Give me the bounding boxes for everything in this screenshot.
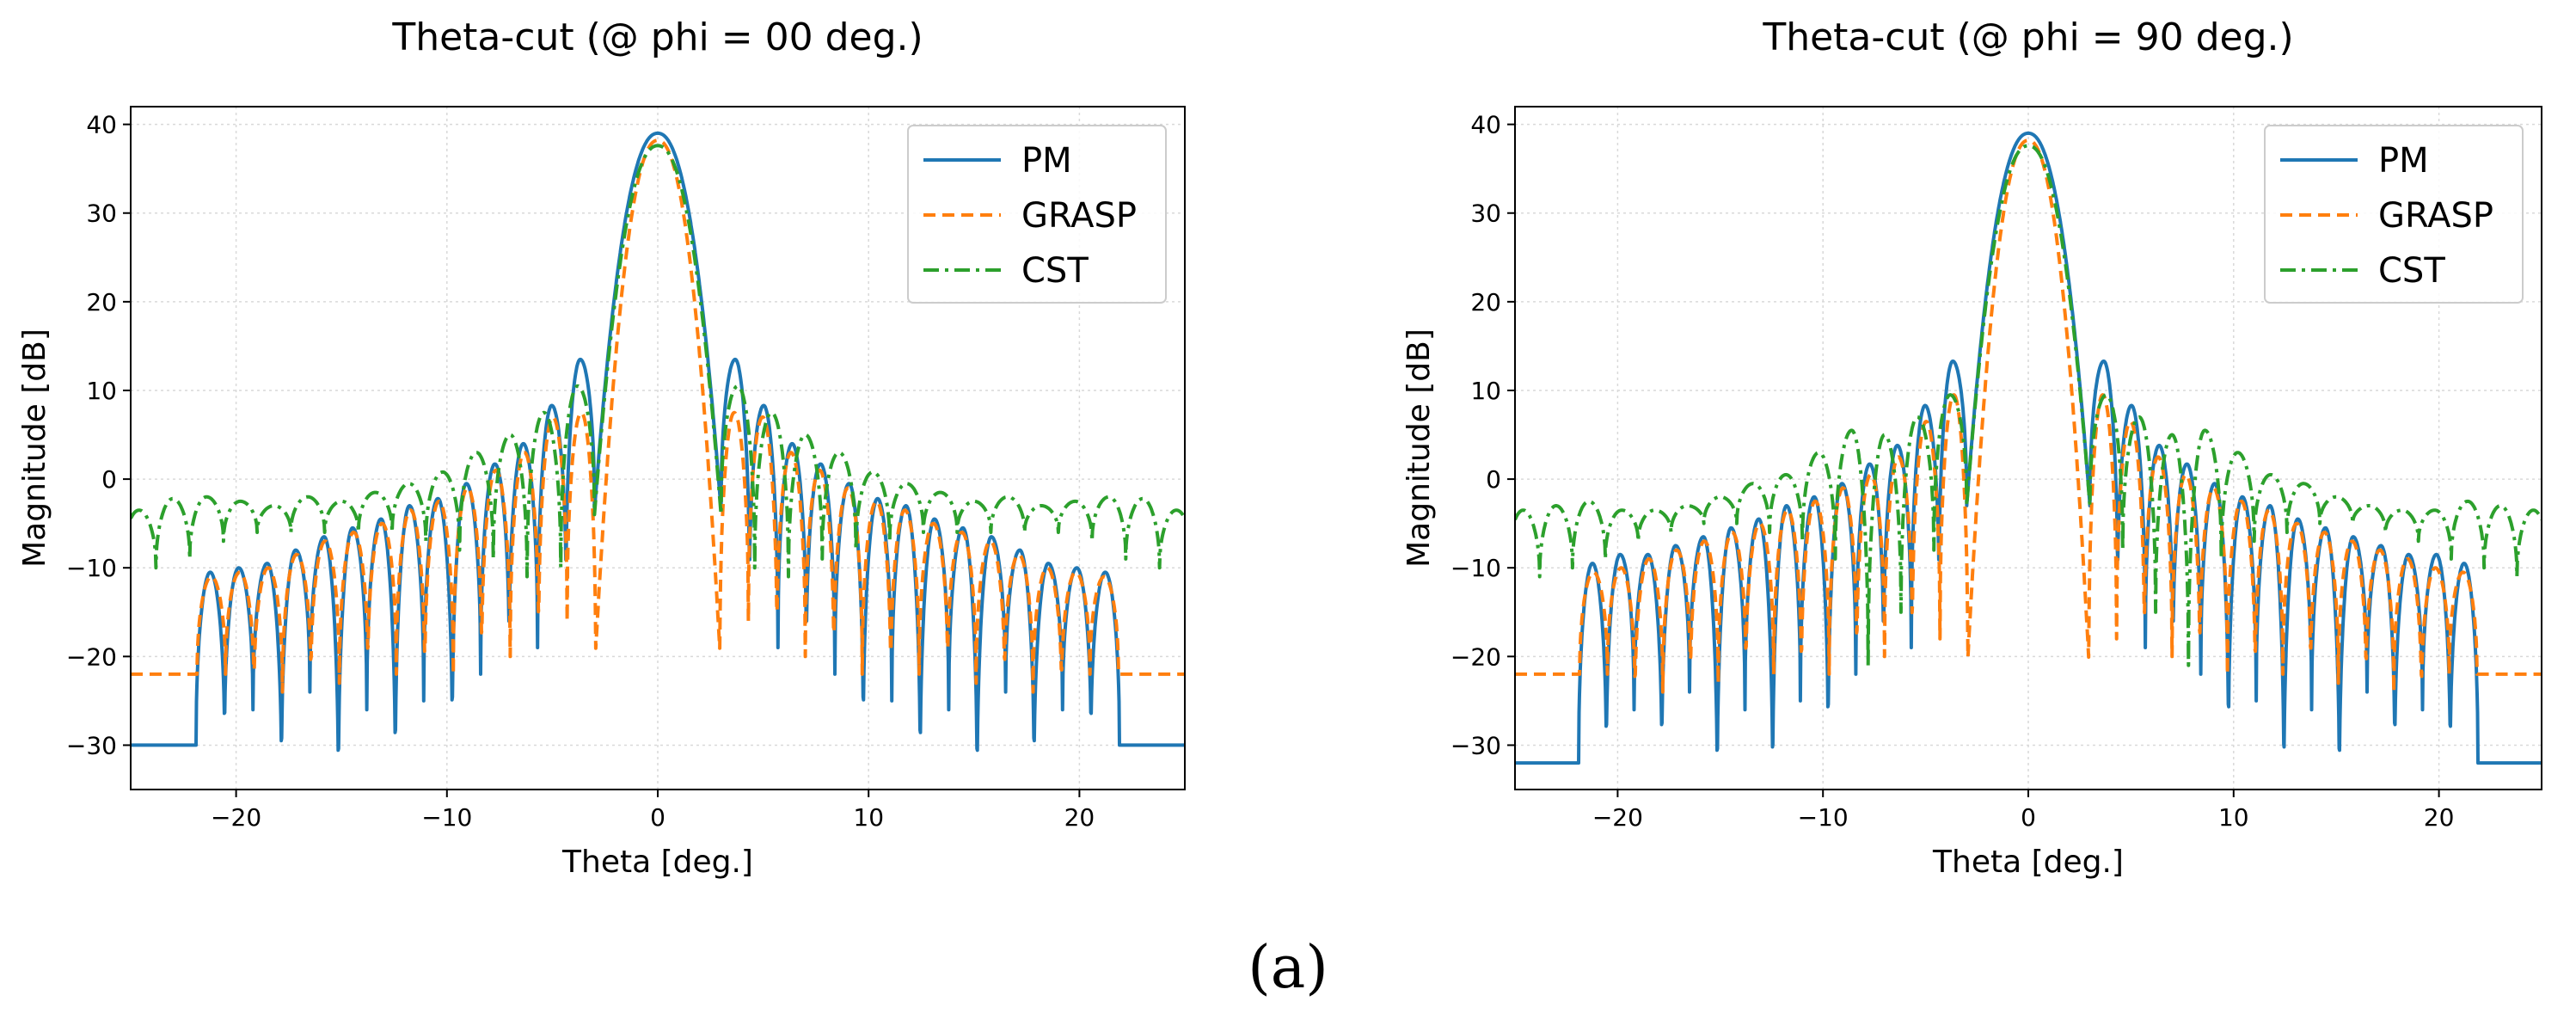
legend-label-grasp: GRASP — [2378, 196, 2493, 236]
x-tick-label: 0 — [650, 803, 665, 832]
x-tick-label: −20 — [1592, 803, 1643, 832]
chart-title: Theta-cut (@ phi = 90 deg.) — [1762, 15, 2293, 59]
legend-label-grasp: GRASP — [1021, 196, 1137, 236]
legend-label-cst: CST — [1021, 251, 1089, 291]
x-tick-label: 10 — [2218, 803, 2249, 832]
x-tick-label: −10 — [1798, 803, 1849, 832]
x-axis-label: Theta [deg.] — [1932, 845, 2124, 880]
right-chart-panel: Theta-cut (@ phi = 90 deg.) −20 −10 0 10 20 −3… — [1401, 15, 2542, 880]
x-tick-label: 20 — [2424, 803, 2455, 832]
series-line-grasp — [1515, 138, 2542, 694]
legend: PM GRASP CST — [2264, 125, 2524, 304]
x-tick-label: 0 — [2021, 803, 2036, 832]
y-tick-label: −20 — [1451, 642, 1501, 671]
y-tick-label: 40 — [86, 111, 117, 139]
legend-label-pm: PM — [2378, 141, 2429, 181]
x-tick-label: −20 — [211, 803, 261, 832]
chart-title: Theta-cut (@ phi = 00 deg.) — [391, 15, 923, 59]
legend-label-pm: PM — [1021, 141, 1072, 181]
y-tick-label: −20 — [66, 642, 117, 671]
y-tick-label: 40 — [1470, 111, 1501, 139]
legend-label-cst: CST — [2378, 251, 2445, 291]
y-tick-label: 10 — [1470, 377, 1501, 405]
legend-box — [2264, 125, 2524, 304]
y-tick-label: 20 — [1470, 288, 1501, 316]
y-tick-label: 30 — [1470, 200, 1501, 228]
x-tick-label: 10 — [853, 803, 884, 832]
y-axis-label: Magnitude [dB] — [1401, 329, 1437, 568]
series-line-pm — [1515, 131, 2542, 765]
legend: PM GRASP CST — [907, 125, 1167, 304]
figure-caption: (a) — [1248, 934, 1328, 1002]
series-group — [1515, 131, 2542, 765]
y-axis-label: Magnitude [dB] — [17, 329, 52, 568]
grid — [131, 107, 1185, 790]
legend-box — [907, 125, 1167, 304]
y-tick-label: −10 — [66, 554, 117, 582]
y-tick-label: 10 — [86, 377, 117, 405]
y-tick-label: 30 — [86, 200, 117, 228]
y-tick-label: −30 — [66, 731, 117, 759]
y-tick-label: 0 — [1486, 465, 1501, 494]
y-tick-label: 20 — [86, 288, 117, 316]
y-tick-label: 0 — [101, 465, 117, 494]
series-line-cst — [131, 144, 1185, 579]
series-line-grasp — [131, 138, 1185, 694]
left-chart-panel: Theta-cut (@ phi = 00 deg.) −20 −10 0 10 20 −3… — [17, 15, 1186, 880]
x-tick-label: −10 — [421, 803, 472, 832]
series-group — [131, 131, 1185, 753]
y-tick-label: −30 — [1451, 731, 1501, 759]
x-tick-label: 20 — [1064, 803, 1095, 832]
y-tick-label: −10 — [1451, 554, 1501, 582]
x-axis-label: Theta [deg.] — [561, 845, 753, 880]
